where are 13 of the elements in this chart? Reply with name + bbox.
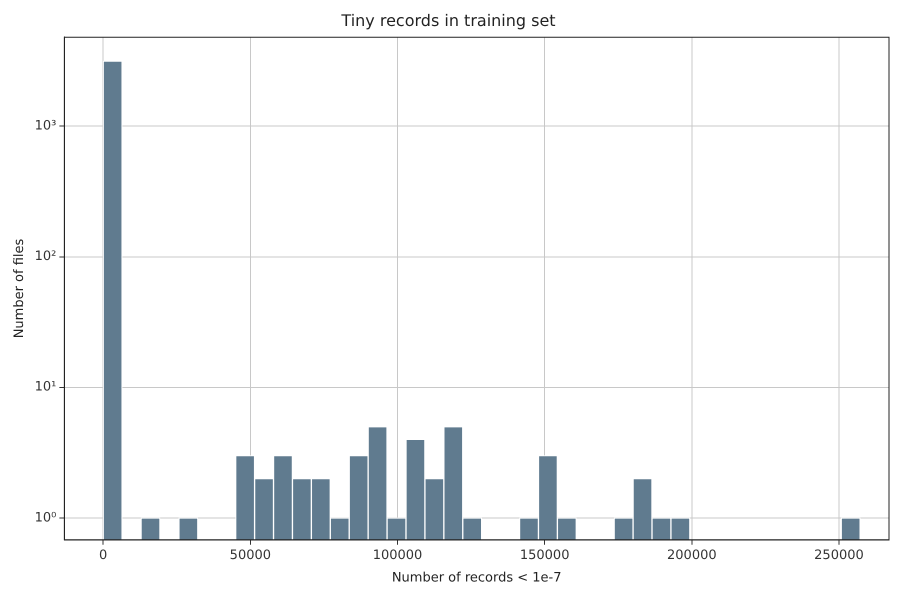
y-tick-label: 10³ [34, 118, 56, 134]
x-tick-label: 200000 [666, 548, 717, 563]
y-tick-label: 10² [34, 249, 56, 264]
chart-title: Tiny records in training set [340, 10, 556, 30]
x-tick-label: 0 [99, 548, 108, 563]
x-axis-title: Number of records < 1e-7 [392, 570, 562, 586]
x-tick-label: 150000 [520, 548, 570, 563]
y-axis-title: Number of files [12, 238, 28, 338]
x-tick-label: 250000 [814, 548, 864, 563]
y-tick-label: 10¹ [34, 380, 56, 395]
x-tick-label: 100000 [372, 548, 422, 563]
x-tick-label: 50000 [230, 548, 272, 563]
y-tick-label: 10⁰ [34, 510, 56, 526]
